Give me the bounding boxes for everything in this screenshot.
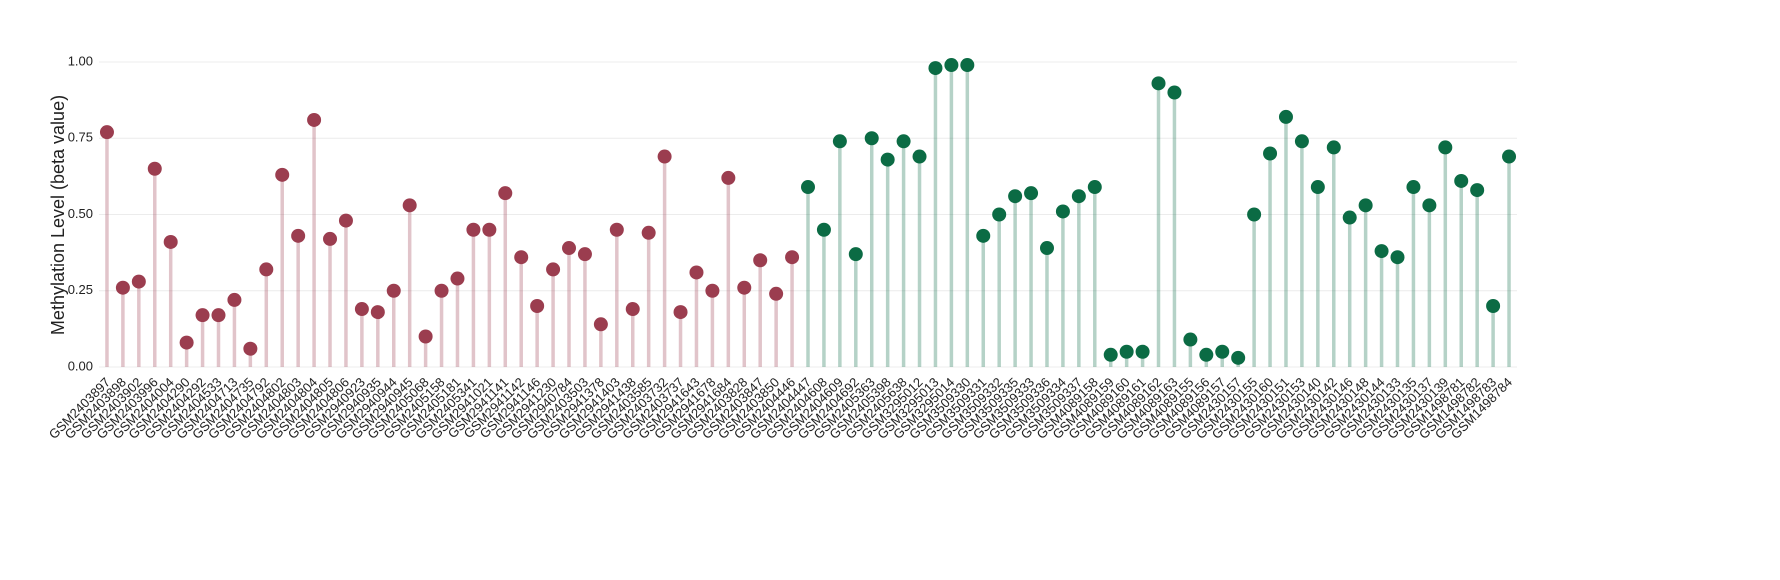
dot <box>1502 149 1517 164</box>
dot <box>1310 180 1325 195</box>
dot <box>115 280 130 295</box>
dot <box>1470 183 1485 198</box>
dot <box>514 250 529 265</box>
dot <box>562 241 577 256</box>
dot <box>816 222 831 237</box>
dot <box>211 308 226 323</box>
dot <box>466 222 481 237</box>
dot <box>450 271 465 286</box>
dot <box>1183 332 1198 347</box>
dot <box>737 280 752 295</box>
dot <box>1438 140 1453 155</box>
dot <box>1294 134 1309 149</box>
dot <box>1167 85 1182 100</box>
dot <box>912 149 927 164</box>
dot <box>896 134 911 149</box>
dot <box>1406 180 1421 195</box>
dot <box>928 61 943 76</box>
dot <box>976 228 991 243</box>
dot <box>1151 76 1166 91</box>
dot <box>689 265 704 280</box>
dot <box>785 250 800 265</box>
dot <box>1199 347 1214 362</box>
dot <box>577 247 592 262</box>
dot <box>1071 189 1086 204</box>
dot <box>99 125 114 140</box>
dot <box>275 167 290 182</box>
dot <box>992 207 1007 222</box>
dot <box>848 247 863 262</box>
dot <box>1135 344 1150 359</box>
dot <box>1087 180 1102 195</box>
dot <box>753 253 768 268</box>
dot <box>354 302 369 317</box>
dot <box>163 234 178 249</box>
y-tick-label: 0.00 <box>68 358 93 373</box>
dot <box>307 112 322 127</box>
y-tick-label: 1.00 <box>68 53 93 68</box>
dot <box>1215 344 1230 359</box>
dot <box>1278 109 1293 124</box>
dot <box>1454 173 1469 188</box>
dot <box>179 335 194 350</box>
dot <box>131 274 146 289</box>
dot <box>641 225 656 240</box>
y-tick-label: 0.75 <box>68 130 93 145</box>
dot <box>1486 299 1501 313</box>
dot <box>1119 344 1134 359</box>
dot <box>944 58 959 73</box>
dot <box>1326 140 1341 155</box>
dot <box>291 228 306 243</box>
dot <box>1103 347 1118 362</box>
dot <box>769 286 784 301</box>
dot <box>673 305 688 320</box>
dot <box>1374 244 1389 259</box>
dot <box>1247 207 1262 222</box>
dot <box>434 283 449 298</box>
dot <box>960 58 975 73</box>
dot <box>1055 204 1070 219</box>
dot <box>880 152 895 167</box>
dot <box>705 283 720 298</box>
dot <box>402 198 417 213</box>
dot <box>864 131 879 146</box>
dot <box>1008 189 1023 204</box>
dot <box>482 222 497 237</box>
dot <box>1358 198 1373 213</box>
dot <box>243 341 258 356</box>
dot <box>625 302 640 317</box>
dot <box>498 186 513 201</box>
dot <box>721 170 736 185</box>
dot <box>546 262 561 277</box>
dot <box>593 317 608 332</box>
dot <box>609 222 624 237</box>
dot <box>386 283 401 298</box>
dot <box>323 231 338 246</box>
dot <box>801 180 815 195</box>
dot <box>1024 186 1039 201</box>
dot <box>227 292 242 307</box>
dot <box>370 305 385 320</box>
dot <box>1390 250 1405 265</box>
dot <box>195 308 210 323</box>
dot <box>1422 198 1437 213</box>
dot <box>147 161 162 176</box>
dot <box>1263 146 1278 161</box>
dot <box>1231 350 1246 365</box>
y-tick-label: 0.50 <box>68 206 93 221</box>
y-axis-label: Methylation Level (beta value) <box>48 95 68 335</box>
dot <box>418 329 433 344</box>
dot <box>259 262 274 277</box>
y-tick-label: 0.25 <box>68 282 93 297</box>
dot <box>832 134 847 149</box>
dot <box>657 149 672 164</box>
dot <box>338 213 353 228</box>
dot <box>530 299 545 313</box>
dot <box>1039 241 1054 256</box>
dot <box>1342 210 1357 225</box>
